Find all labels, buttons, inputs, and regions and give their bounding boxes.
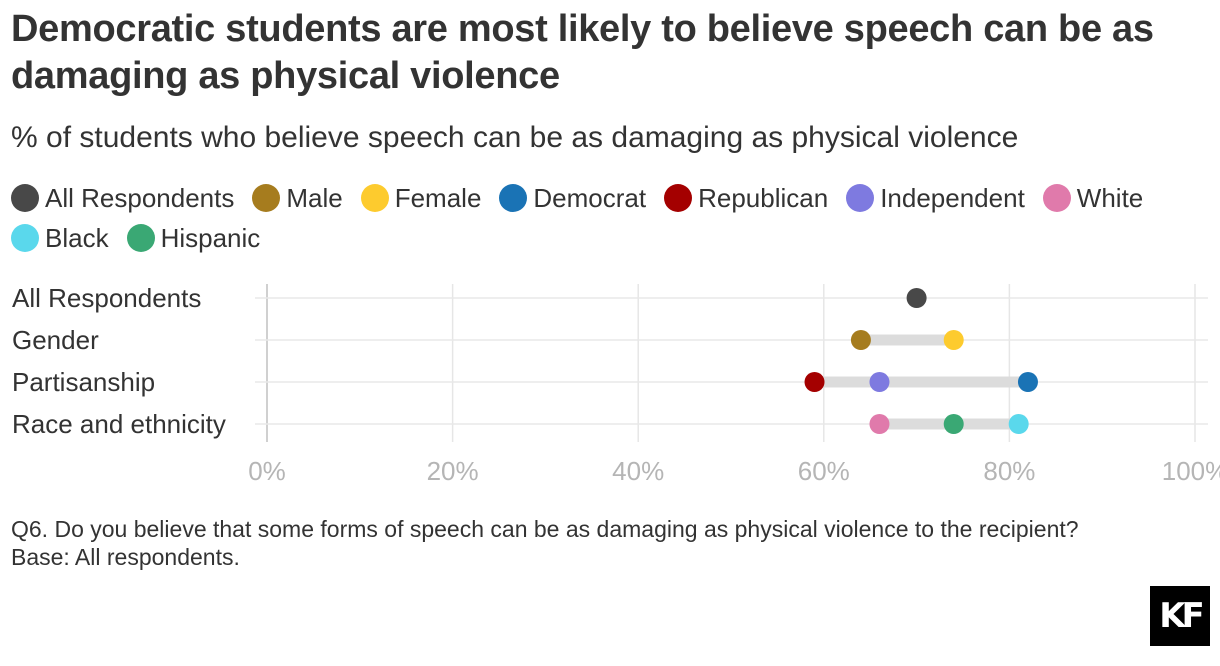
chart-title: Democratic students are most likely to b… (11, 8, 1154, 97)
legend-item: Republican (664, 180, 828, 216)
data-point (869, 414, 890, 434)
row-label: All Respondents (12, 283, 201, 313)
x-tick-label: 60% (798, 456, 850, 486)
data-point (1008, 414, 1029, 434)
legend-item: Female (360, 180, 482, 216)
legend-label: Black (45, 222, 109, 253)
legend-item: Independent (846, 180, 1025, 216)
legend-label: Independent (880, 182, 1025, 213)
legend-label: Hispanic (160, 222, 261, 253)
data-point (943, 330, 964, 350)
x-tick-label: 0% (248, 456, 286, 486)
legend-item: Male (252, 180, 343, 216)
legend-swatch (360, 184, 389, 212)
kf-logo: KF (1150, 586, 1210, 646)
row-label: Gender (12, 325, 99, 355)
x-tick-label: 40% (612, 456, 664, 486)
legend-item: White (1042, 180, 1144, 216)
legend-item: Black (11, 220, 109, 256)
legend-swatch (252, 184, 281, 212)
dot-chart: 0% 20% 40% 60% 80% 100% All Respondents Gender P… (12, 283, 1220, 486)
legend-swatch (11, 184, 39, 212)
chart-subtitle: % of students who believe speech can be … (11, 121, 1019, 154)
legend-label: Female (394, 182, 482, 213)
data-point (869, 372, 890, 392)
data-point (804, 372, 825, 392)
legend-label: White (1076, 182, 1144, 213)
footnote: Q6. Do you believe that some forms of sp… (11, 515, 1079, 571)
data-point (1017, 372, 1038, 392)
legend-item: Hispanic (126, 220, 261, 256)
legend-item: All Respondents (11, 180, 234, 216)
legend-swatch (499, 184, 528, 212)
legend-swatch (664, 184, 693, 212)
data-point (943, 414, 964, 434)
x-tick-label: 20% (427, 456, 479, 486)
legend-swatch (846, 184, 875, 212)
legend-item: Democrat (499, 180, 646, 216)
legend-label: Democrat (533, 182, 647, 213)
x-tick-label: 80% (983, 456, 1035, 486)
legend-label: Republican (698, 182, 829, 213)
legend: All Respondents Male Female Democrat Republi… (11, 180, 1216, 256)
data-point (906, 288, 927, 308)
row-label: Partisanship (12, 367, 155, 397)
legend-label: All Respondents (45, 182, 235, 213)
legend-swatch (126, 224, 155, 252)
row-label: Race and ethnicity (12, 409, 226, 439)
legend-label: Male (286, 182, 343, 213)
legend-swatch (11, 224, 39, 252)
x-tick-label: 100% (1162, 456, 1220, 486)
data-point (850, 330, 871, 350)
footnote-base: Base: All respondents. (11, 544, 240, 570)
legend-swatch (1042, 184, 1071, 212)
footnote-question: Q6. Do you believe that some forms of sp… (11, 516, 1079, 542)
